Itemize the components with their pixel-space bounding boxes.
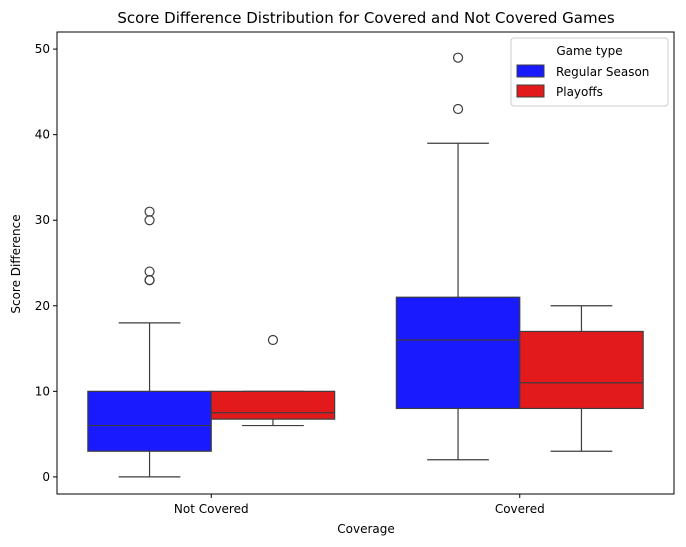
- legend-box: [510, 37, 669, 107]
- y-tick-label: 10: [35, 384, 50, 398]
- y-tick-label: 20: [35, 299, 50, 313]
- outlier-point: [267, 334, 279, 346]
- y-tick-label: 50: [35, 42, 50, 56]
- x-axis-label: Coverage: [337, 522, 395, 536]
- plot-area: 0 10 20 30 40 50 Not Covered Covered: [35, 31, 675, 516]
- y-tick-label: 30: [35, 213, 50, 227]
- outlier-point: [144, 266, 155, 277]
- outlier-point: [144, 206, 155, 217]
- outlier-point: [452, 103, 464, 115]
- x-tick-label: Covered: [495, 502, 545, 516]
- box-regular-season: [87, 206, 212, 478]
- x-tick-label: Not Covered: [174, 502, 249, 516]
- legend-label: Regular Season: [556, 65, 649, 79]
- outlier-point: [144, 275, 155, 286]
- y-tick-label: 0: [42, 470, 50, 484]
- legend: Game type Regular Season Playoffs: [510, 37, 669, 107]
- box-playoffs: [210, 334, 336, 427]
- legend-label: Playoffs: [556, 85, 603, 99]
- outlier-point: [452, 52, 464, 63]
- box-playoffs: [519, 305, 644, 452]
- box-regular-season: [395, 52, 521, 461]
- legend-swatch: [516, 64, 545, 78]
- y-axis-label: Score Difference: [9, 214, 23, 313]
- box-iqr: [519, 330, 644, 410]
- chart-title: Score Difference Distribution for Covere…: [117, 9, 614, 27]
- y-tick-label: 40: [35, 128, 50, 142]
- legend-title: Game type: [556, 44, 622, 58]
- box-iqr: [87, 390, 212, 452]
- plot-frame: [56, 31, 675, 495]
- box-iqr: [395, 296, 521, 410]
- outlier-point: [144, 215, 155, 226]
- box-iqr: [210, 390, 336, 420]
- legend-swatch: [516, 84, 545, 98]
